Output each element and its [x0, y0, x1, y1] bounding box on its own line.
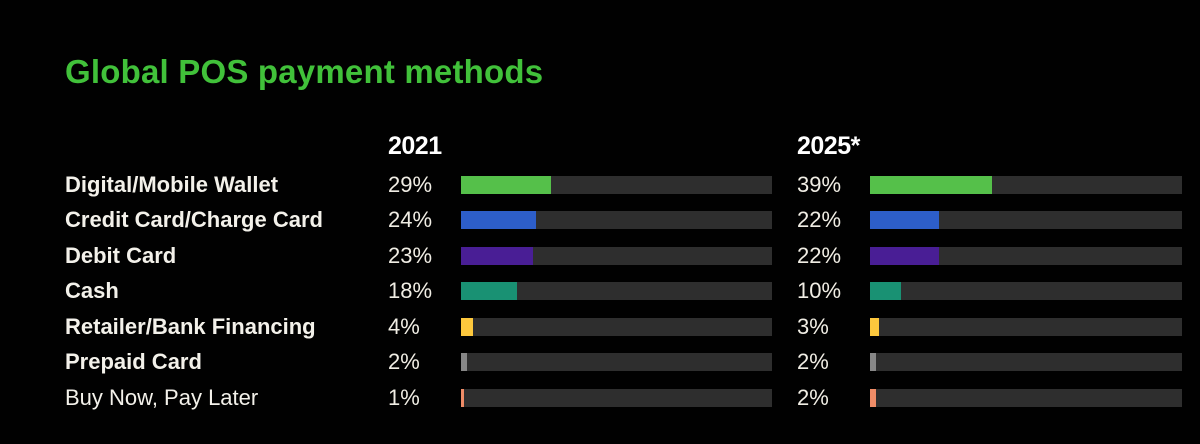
bar-track-2025: [870, 353, 1182, 372]
bar-fill-2025: [870, 175, 992, 194]
value-label-2025: 2%: [797, 349, 829, 375]
value-label-2021: 1%: [388, 384, 420, 410]
value-label-2021: 24%: [388, 207, 433, 233]
bar-fill-2021: [461, 175, 552, 194]
bar-track-2025: [870, 317, 1182, 336]
bar-track-2021: [461, 317, 772, 336]
value-label-2021: 2%: [388, 349, 420, 375]
category-label: Retailer/Bank Financing: [65, 313, 316, 339]
value-label-2025: 39%: [797, 171, 842, 197]
category-label: Prepaid Card: [65, 349, 202, 375]
bar-fill-2021: [461, 282, 517, 301]
chart-row: Prepaid Card 2% 2%: [65, 345, 1183, 381]
bar-fill-2025: [870, 388, 877, 407]
category-label: Cash: [65, 278, 119, 304]
bar-fill-2025: [870, 211, 939, 230]
chart-row: Credit Card/Charge Card 24% 22%: [65, 203, 1183, 239]
page-title: Global POS payment methods: [65, 53, 544, 90]
chart-row: Debit Card 23% 22%: [65, 238, 1183, 274]
category-label: Debit Card: [65, 242, 177, 268]
column-header-2021: 2021: [388, 132, 442, 160]
value-label-2021: 4%: [388, 313, 420, 339]
value-label-2021: 29%: [388, 171, 433, 197]
bar-fill-2021: [461, 388, 465, 407]
category-label: Buy Now, Pay Later: [65, 384, 259, 410]
bar-track-2021: [461, 282, 772, 301]
bar-track-2025: [870, 246, 1182, 265]
bar-track-2021: [461, 246, 772, 265]
value-label-2025: 22%: [797, 242, 842, 268]
bar-track-2025: [870, 388, 1182, 407]
value-label-2025: 22%: [797, 207, 842, 233]
chart-row: Digital/Mobile Wallet 29% 39%: [65, 167, 1183, 203]
bar-track-2025: [870, 211, 1182, 230]
value-label-2021: 18%: [388, 278, 433, 304]
bar-track-2025: [870, 175, 1182, 194]
category-label: Digital/Mobile Wallet: [65, 171, 279, 197]
value-label-2025: 2%: [797, 384, 829, 410]
bar-fill-2025: [870, 317, 880, 336]
bar-fill-2021: [461, 246, 533, 265]
category-label: Credit Card/Charge Card: [65, 207, 323, 233]
column-header-2025: 2025*: [797, 132, 860, 160]
bar-track-2021: [461, 211, 772, 230]
bar-fill-2025: [870, 282, 902, 301]
chart-row: Retailer/Bank Financing 4% 3%: [65, 309, 1183, 345]
value-label-2025: 10%: [797, 278, 842, 304]
chart-rows: Digital/Mobile Wallet 29% 39% Credit Car…: [65, 167, 1183, 416]
bar-track-2021: [461, 353, 772, 372]
value-label-2025: 3%: [797, 313, 829, 339]
column-headers: 2021 2025*: [65, 132, 1183, 160]
chart-row: Cash 18% 10%: [65, 274, 1183, 310]
value-label-2021: 23%: [388, 242, 433, 268]
bar-track-2021: [461, 388, 772, 407]
bar-fill-2021: [461, 353, 468, 372]
bar-fill-2021: [461, 211, 536, 230]
chart-row: Buy Now, Pay Later 1% 2%: [65, 380, 1183, 416]
bar-fill-2025: [870, 246, 939, 265]
bar-track-2025: [870, 282, 1182, 301]
bar-fill-2021: [461, 317, 474, 336]
bar-fill-2025: [870, 353, 877, 372]
bar-track-2021: [461, 175, 772, 194]
